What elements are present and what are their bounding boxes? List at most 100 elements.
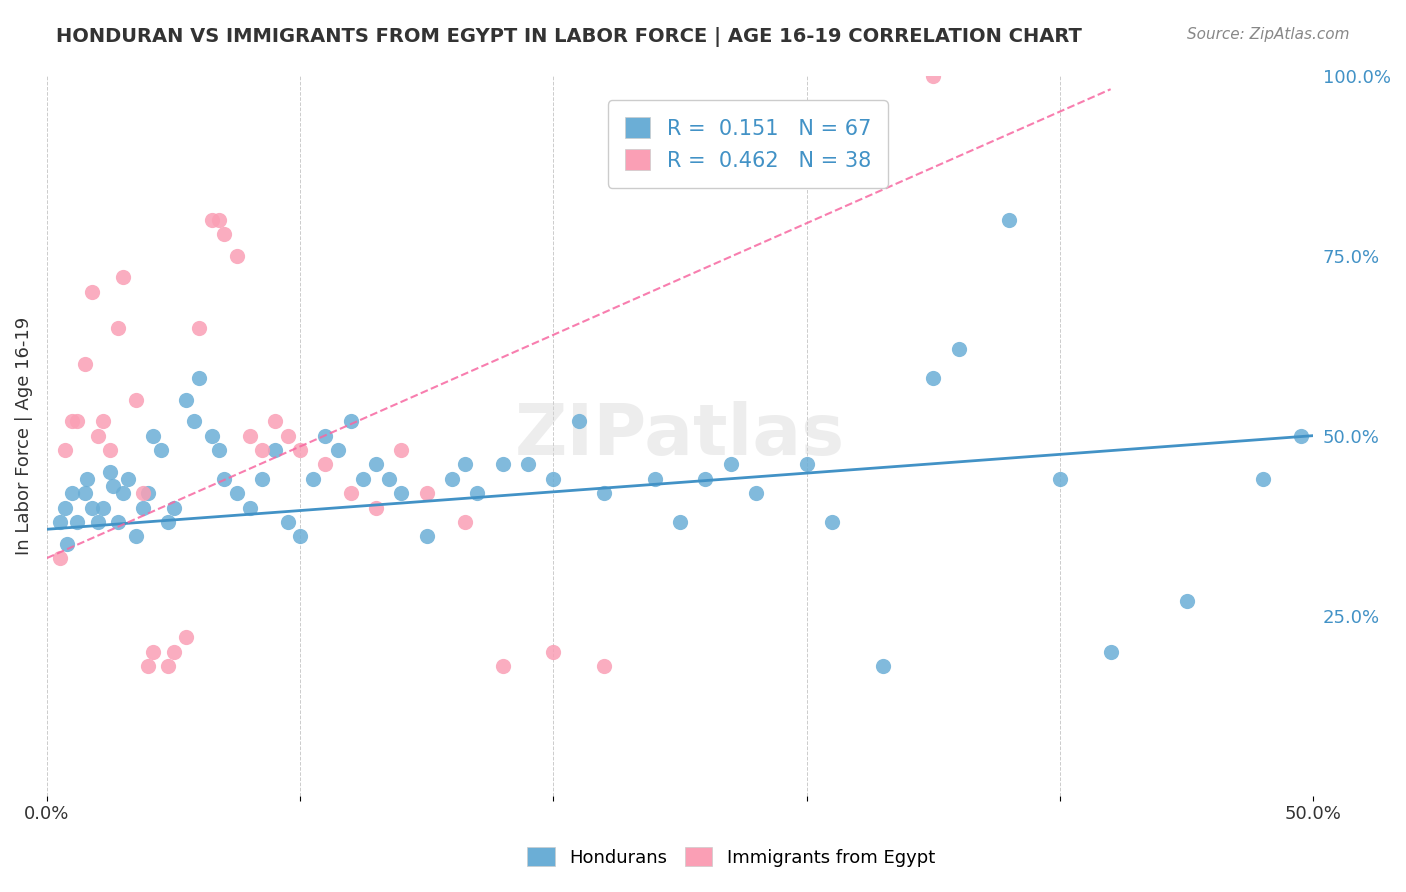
Point [288, 443, 311, 458]
Point [250, 472, 273, 486]
Point [101, 479, 124, 493]
Text: Source: ZipAtlas.com: Source: ZipAtlas.com [1187, 27, 1350, 42]
Point [117, 472, 139, 486]
Legend: R =  0.151   N = 67, R =  0.462   N = 38: R = 0.151 N = 67, R = 0.462 N = 38 [609, 100, 887, 187]
Point [66, 414, 89, 428]
Point [86, 428, 108, 442]
Point [796, 458, 818, 472]
Point [454, 515, 477, 529]
Point [353, 472, 375, 486]
Point [111, 270, 134, 285]
Point [695, 472, 717, 486]
Point [124, 392, 146, 407]
Point [200, 212, 222, 227]
Point [340, 486, 363, 500]
Point [91, 414, 114, 428]
Point [922, 371, 945, 385]
Point [73, 486, 96, 500]
Point [593, 486, 616, 500]
Point [136, 659, 159, 673]
Point [366, 500, 388, 515]
Point [142, 428, 165, 442]
Point [98, 465, 121, 479]
Y-axis label: In Labor Force | Age 16-19: In Labor Force | Age 16-19 [15, 317, 32, 555]
Point [328, 443, 350, 458]
Point [315, 458, 337, 472]
Point [73, 357, 96, 371]
Point [76, 472, 98, 486]
Point [208, 443, 231, 458]
Point [340, 414, 363, 428]
Point [48, 515, 70, 529]
Point [132, 500, 155, 515]
Point [263, 414, 285, 428]
Point [91, 500, 114, 515]
Point [568, 414, 591, 428]
Point [82, 285, 104, 299]
Point [132, 486, 155, 500]
Point [454, 458, 477, 472]
Point [183, 414, 205, 428]
Point [82, 500, 104, 515]
Point [225, 486, 247, 500]
Point [391, 443, 413, 458]
Point [441, 472, 464, 486]
Point [174, 630, 197, 644]
Point [416, 529, 439, 543]
Point [212, 227, 235, 241]
Point [60, 486, 83, 500]
Point [593, 659, 616, 673]
Point [1251, 472, 1274, 486]
Point [366, 458, 388, 472]
Point [922, 69, 945, 83]
Point [492, 458, 515, 472]
Point [111, 486, 134, 500]
Point [187, 320, 209, 334]
Point [263, 443, 285, 458]
Point [174, 392, 197, 407]
Point [212, 472, 235, 486]
Point [60, 414, 83, 428]
Point [821, 515, 844, 529]
Point [301, 472, 323, 486]
Point [391, 486, 413, 500]
Point [53, 500, 76, 515]
Point [142, 645, 165, 659]
Point [162, 500, 184, 515]
Point [157, 659, 180, 673]
Point [98, 443, 121, 458]
Point [1099, 645, 1122, 659]
Point [1289, 428, 1312, 442]
Legend: Hondurans, Immigrants from Egypt: Hondurans, Immigrants from Egypt [520, 840, 942, 874]
Point [669, 515, 692, 529]
Point [53, 443, 76, 458]
Point [543, 645, 565, 659]
Point [157, 515, 180, 529]
Point [378, 472, 401, 486]
Point [467, 486, 489, 500]
Text: HONDURAN VS IMMIGRANTS FROM EGYPT IN LABOR FORCE | AGE 16-19 CORRELATION CHART: HONDURAN VS IMMIGRANTS FROM EGYPT IN LAB… [56, 27, 1083, 46]
Point [107, 320, 129, 334]
Point [1175, 594, 1198, 608]
Point [208, 212, 231, 227]
Text: ZIPatlas: ZIPatlas [515, 401, 845, 470]
Point [149, 443, 172, 458]
Point [288, 529, 311, 543]
Point [86, 515, 108, 529]
Point [745, 486, 768, 500]
Point [644, 472, 666, 486]
Point [276, 515, 298, 529]
Point [416, 486, 439, 500]
Point [238, 428, 260, 442]
Point [250, 443, 273, 458]
Point [200, 428, 222, 442]
Point [56, 537, 79, 551]
Point [1049, 472, 1071, 486]
Point [720, 458, 742, 472]
Point [48, 551, 70, 566]
Point [238, 500, 260, 515]
Point [872, 659, 894, 673]
Point [492, 659, 515, 673]
Point [162, 645, 184, 659]
Point [225, 249, 247, 263]
